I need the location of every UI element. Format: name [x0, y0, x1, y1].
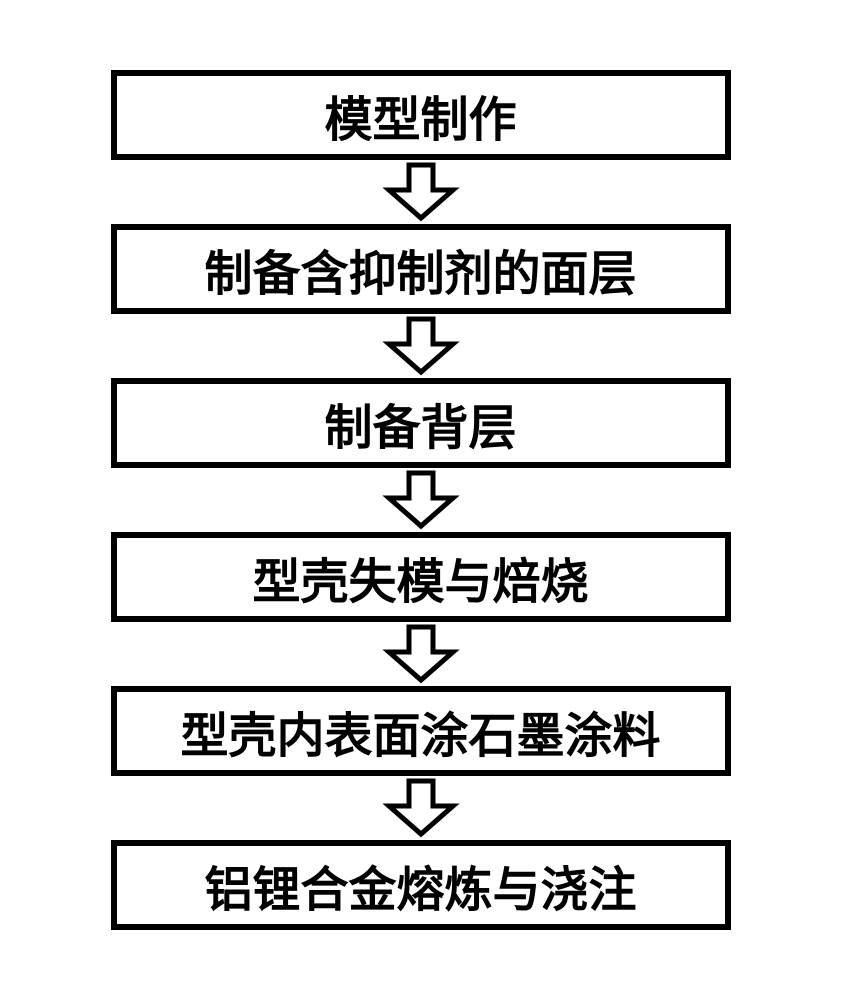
down-arrow-icon	[381, 160, 461, 224]
flow-step-1-label: 模型制作	[324, 80, 516, 150]
flow-arrow-2	[381, 314, 461, 378]
flow-arrow-1	[381, 160, 461, 224]
down-arrow-icon	[381, 622, 461, 686]
flow-arrow-5	[381, 776, 461, 840]
down-arrow-icon	[381, 776, 461, 840]
flowchart-container: 模型制作 制备含抑制剂的面层 制备背层 型壳失模与焙烧 型壳内表面涂石墨涂料	[111, 70, 731, 930]
flow-step-2-label: 制备含抑制剂的面层	[204, 234, 636, 304]
flow-step-4: 型壳失模与焙烧	[111, 532, 731, 622]
flow-step-4-label: 型壳失模与焙烧	[252, 542, 588, 612]
flow-step-5: 型壳内表面涂石墨涂料	[111, 686, 731, 776]
down-arrow-icon	[381, 468, 461, 532]
flow-step-2: 制备含抑制剂的面层	[111, 224, 731, 314]
flow-step-3: 制备背层	[111, 378, 731, 468]
flow-step-3-label: 制备背层	[324, 388, 516, 458]
down-arrow-icon	[381, 314, 461, 378]
flow-arrow-4	[381, 622, 461, 686]
flow-step-5-label: 型壳内表面涂石墨涂料	[180, 696, 660, 766]
flow-step-1: 模型制作	[111, 70, 731, 160]
flow-step-6: 铝锂合金熔炼与浇注	[111, 840, 731, 930]
flow-arrow-3	[381, 468, 461, 532]
flow-step-6-label: 铝锂合金熔炼与浇注	[204, 850, 636, 920]
